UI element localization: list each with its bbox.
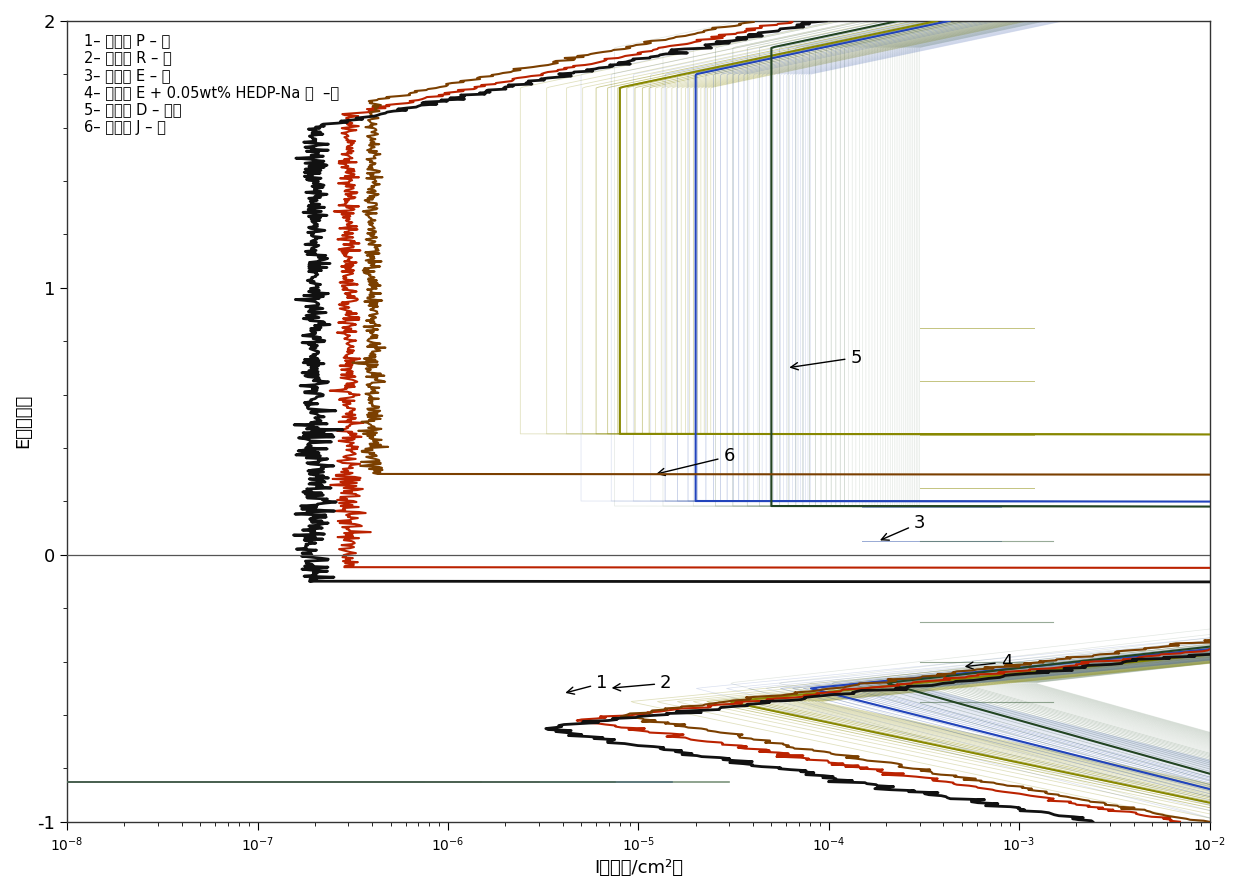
Y-axis label: E（伏特）: E（伏特） xyxy=(14,394,32,448)
Text: 3: 3 xyxy=(882,514,925,540)
Text: 6: 6 xyxy=(657,447,735,476)
Text: 1– 冷却剂 P – 黑
2– 冷却剂 R – 红
3– 冷却剂 E – 蓝
4– 冷却剂 E + 0.05wt% HEDP-Na 盐  –绿
5– 冷却剂 D: 1– 冷却剂 P – 黑 2– 冷却剂 R – 红 3– 冷却剂 E – 蓝 4… xyxy=(84,33,340,135)
Text: 2: 2 xyxy=(613,674,672,692)
X-axis label: I（安培/cm²）: I（安培/cm²） xyxy=(594,859,683,877)
Text: 1: 1 xyxy=(567,674,608,694)
Text: 5: 5 xyxy=(791,348,862,370)
Text: 4: 4 xyxy=(966,653,1012,671)
